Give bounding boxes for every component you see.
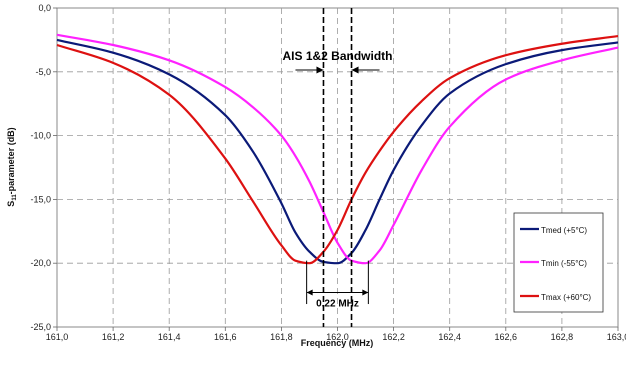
x-tick-label: 161,2 <box>102 332 125 342</box>
bandwidth-arrowhead-right <box>351 66 359 74</box>
y-tick-labels: 0,0 -5,0 -10,0 -15,0 -20,0 -25,0 <box>30 3 57 332</box>
legend-label-2: Tmax (+60°C) <box>541 293 591 302</box>
x-tick-label: 162,4 <box>438 332 461 342</box>
span-arrowhead-left <box>306 289 313 296</box>
x-tick-label: 162,0 <box>326 332 349 342</box>
span-arrowhead-right <box>362 289 369 296</box>
y-axis-label-prefix: S <box>6 201 16 207</box>
legend-label-1: Tmin (-55°C) <box>541 259 587 268</box>
y-tick-label: -10,0 <box>30 131 51 141</box>
x-axis-label: Frequency (MHz) <box>301 338 374 348</box>
annotations: AIS 1&2 Bandwidth 0.22 MHz <box>282 8 393 327</box>
y-axis-label-suffix: -parameter (dB) <box>6 127 16 194</box>
y-tick-label: -20,0 <box>30 258 51 268</box>
series-line-2 <box>56 34 619 265</box>
series-line-1 <box>56 33 619 265</box>
x-tick-label: 162,8 <box>551 332 574 342</box>
legend-label-0: Tmed (+5°C) <box>541 226 587 235</box>
series-line-0 <box>56 38 619 265</box>
legend: Tmed (+5°C) Tmin (-55°C) Tmax (+60°C) <box>513 212 604 313</box>
bandwidth-arrowhead-left <box>316 66 324 74</box>
x-tick-label: 161,4 <box>158 332 181 342</box>
y-tick-label: 0,0 <box>38 3 51 13</box>
x-tick-label: 162,6 <box>495 332 518 342</box>
y-tick-label: -15,0 <box>30 194 51 204</box>
y-axis-label: S11-parameter (dB) <box>6 127 18 206</box>
span-label: 0.22 MHz <box>316 299 359 310</box>
x-tick-labels: 161,0 161,2 161,4 161,6 161,8 162,0 162,2 162,4… <box>46 327 626 342</box>
x-tick-label: 161,8 <box>270 332 293 342</box>
x-tick-label: 163,0 <box>607 332 626 342</box>
bandwidth-label: AIS 1&2 Bandwidth <box>282 49 392 63</box>
series-lines <box>56 33 619 265</box>
y-axis-label-sub: 11 <box>12 194 18 201</box>
x-tick-label: 162,2 <box>382 332 405 342</box>
y-tick-label: -25,0 <box>30 322 51 332</box>
y-tick-label: -5,0 <box>35 67 51 77</box>
x-tick-label: 161,0 <box>46 332 69 342</box>
x-tick-label: 161,6 <box>214 332 237 342</box>
